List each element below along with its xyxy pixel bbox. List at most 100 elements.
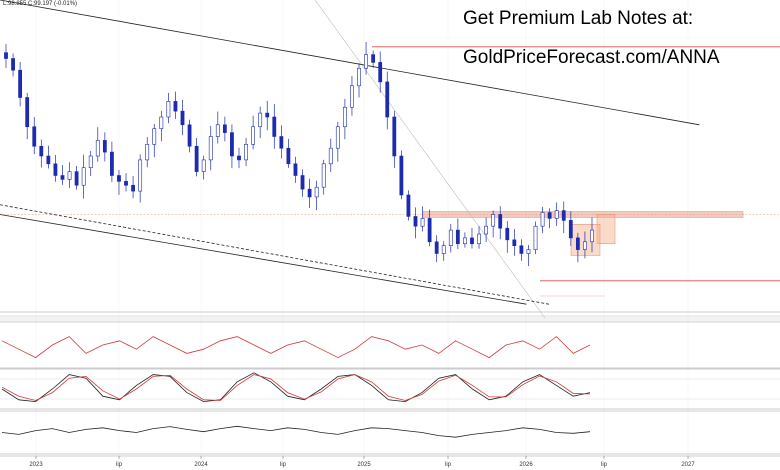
price-zone-2	[570, 224, 601, 256]
candle-body-66	[470, 237, 474, 245]
indicator-momentum-black	[1, 425, 591, 438]
candle-body-37	[265, 112, 270, 118]
candle-body-45	[321, 163, 326, 188]
candle-body-21	[152, 128, 157, 145]
promo-line-1: Get Premium Lab Notes at:	[463, 8, 694, 29]
candle-body-32	[230, 132, 234, 157]
candle-body-28	[201, 159, 206, 172]
candle-body-1	[11, 58, 15, 71]
candle-body-44	[314, 186, 319, 198]
candle-body-12	[88, 155, 93, 168]
candle-body-3	[25, 97, 30, 128]
guide-diagonal	[314, 0, 546, 319]
x-tick-label-8: 2027	[681, 462, 695, 468]
candle-body-6	[46, 155, 51, 165]
candle-body-60	[427, 218, 432, 243]
candle-body-61	[434, 241, 439, 254]
candle-body-70	[498, 214, 503, 229]
candle-body-71	[505, 227, 510, 241]
candle-body-50	[357, 67, 361, 87]
candle-body-19	[138, 159, 143, 192]
x-tick-label-4: 2025	[357, 462, 371, 468]
candle-body-55	[392, 116, 397, 157]
x-tick-label-0: 2023	[29, 462, 43, 468]
candle-body-14	[102, 140, 107, 153]
candle-body-74	[526, 249, 531, 254]
candle-body-31	[222, 124, 227, 133]
x-tick-label-1: lip	[116, 462, 123, 468]
trendline-lower-channel-dashed	[0, 204, 550, 305]
candle-body-33	[237, 155, 241, 161]
candle-body-72	[512, 239, 517, 247]
x-tick-label-7: lip	[601, 462, 608, 468]
candle-body-40	[286, 147, 291, 165]
candle-body-56	[399, 155, 404, 196]
candle-body-13	[95, 140, 100, 157]
x-tick-label-2: 2024	[194, 462, 208, 468]
candle-body-68	[484, 225, 488, 235]
candle-body-62	[441, 245, 446, 254]
x-tick-label-6: 2026	[519, 462, 533, 468]
candle-body-67	[477, 233, 481, 245]
candle-body-25	[180, 110, 185, 126]
candle-body-11	[81, 167, 86, 186]
price-zone-1	[596, 214, 616, 244]
candle-body-82	[583, 241, 587, 250]
candle-body-29	[208, 136, 213, 161]
candle-body-43	[307, 188, 312, 198]
candle-body-24	[173, 101, 178, 112]
candle-body-51	[364, 54, 368, 69]
candle-body-58	[413, 216, 418, 227]
candle-body-64	[455, 229, 460, 245]
candle-body-57	[406, 194, 411, 217]
candle-body-17	[124, 181, 128, 186]
candle-body-65	[463, 237, 467, 245]
indicator-stochastic-d	[1, 374, 591, 401]
candle-body-2	[18, 69, 23, 98]
candle-body-30	[215, 124, 220, 137]
candle-body-26	[187, 124, 192, 147]
ohlc-readout: L:98.855 C:99.197 (-0.01%)	[3, 1, 78, 7]
candle-body-73	[519, 245, 524, 254]
candle-body-83	[590, 229, 594, 243]
candle-body-18	[131, 184, 135, 192]
candle-body-36	[258, 112, 263, 128]
candle-body-15	[110, 151, 114, 176]
candle-body-38	[272, 116, 277, 137]
candle-body-22	[159, 116, 164, 129]
candle-body-27	[194, 145, 199, 172]
x-tick-label-5: lip	[445, 462, 452, 468]
candle-body-20	[145, 144, 150, 161]
candle-body-8	[60, 175, 65, 180]
candle-body-9	[67, 171, 72, 180]
trendline-upper-channel	[0, 0, 700, 126]
candle-body-63	[448, 229, 453, 247]
candle-body-79	[561, 210, 566, 221]
candle-body-34	[244, 144, 248, 161]
candle-body-54	[385, 81, 390, 118]
candle-body-4	[32, 126, 37, 147]
candle-body-77	[547, 212, 552, 219]
candle-body-16	[117, 175, 121, 182]
price-zone-0	[422, 211, 744, 218]
candle-body-10	[74, 171, 79, 186]
candle-body-46	[328, 147, 333, 165]
candle-body-5	[39, 145, 44, 157]
indicator-oscillator-red	[1, 336, 591, 359]
candle-body-53	[378, 62, 383, 83]
candle-body-75	[533, 225, 538, 250]
candle-body-0	[4, 52, 8, 59]
candle-body-59	[420, 218, 425, 227]
x-tick-label-3: lip	[280, 462, 287, 468]
candle-body-80	[568, 220, 573, 239]
candle-body-35	[251, 126, 256, 145]
promo-line-2: GoldPriceForecast.com/ANNA	[463, 47, 720, 68]
candle-body-48	[342, 106, 347, 128]
candle-body-52	[371, 54, 376, 63]
candle-body-81	[575, 237, 580, 250]
candle-body-39	[279, 136, 284, 149]
candle-body-78	[554, 210, 559, 219]
candle-body-69	[491, 214, 496, 227]
candle-body-47	[335, 126, 340, 149]
